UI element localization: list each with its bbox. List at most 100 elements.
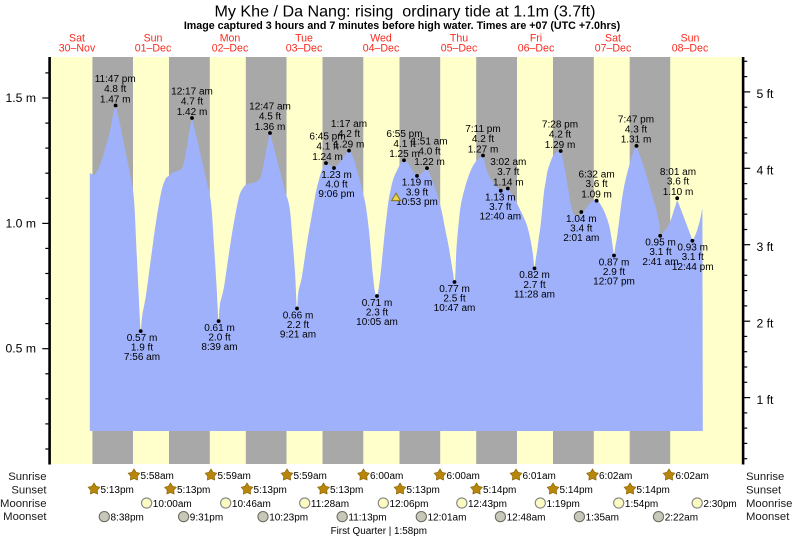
svg-text:0.61 m: 0.61 m (204, 323, 235, 334)
svg-text:30–Nov: 30–Nov (59, 42, 96, 54)
svg-text:Tue: Tue (295, 32, 313, 44)
svg-text:Thu: Thu (450, 32, 468, 44)
svg-text:5:13pm: 5:13pm (407, 485, 440, 496)
svg-text:1 ft: 1 ft (757, 393, 775, 407)
svg-text:Sunrise: Sunrise (8, 471, 46, 483)
svg-text:7:47 pm: 7:47 pm (618, 115, 654, 126)
svg-text:1.19 m: 1.19 m (402, 178, 433, 189)
svg-text:1:17 am: 1:17 am (331, 119, 367, 130)
svg-text:4 ft: 4 ft (757, 164, 775, 178)
svg-text:My Khe / Da Nang: rising ordi: My Khe / Da Nang: rising ordinary tide a… (214, 3, 595, 21)
svg-text:5:58am: 5:58am (141, 471, 174, 482)
svg-text:1.10 m: 1.10 m (663, 187, 694, 198)
svg-text:0.82 m: 0.82 m (519, 270, 550, 281)
svg-text:3.9 ft: 3.9 ft (406, 187, 428, 198)
svg-text:5:14pm: 5:14pm (483, 485, 516, 496)
svg-text:2:41 am: 2:41 am (642, 257, 678, 268)
svg-text:Sunrise: Sunrise (746, 471, 784, 483)
svg-text:2.0 ft: 2.0 ft (208, 333, 230, 344)
svg-text:10:53 pm: 10:53 pm (396, 197, 438, 208)
svg-text:5:59am: 5:59am (294, 471, 327, 482)
svg-text:3.1 ft: 3.1 ft (682, 252, 704, 263)
svg-text:06–Dec: 06–Dec (518, 42, 555, 54)
svg-text:0.93 m: 0.93 m (677, 243, 708, 254)
svg-text:2:01 am: 2:01 am (563, 233, 599, 244)
svg-text:1.9 ft: 1.9 ft (131, 343, 153, 354)
svg-text:3.4 ft: 3.4 ft (570, 223, 592, 234)
svg-text:Sunset: Sunset (11, 484, 47, 496)
svg-text:08–Dec: 08–Dec (672, 42, 709, 54)
svg-text:04–Dec: 04–Dec (363, 42, 400, 54)
svg-text:1.09 m: 1.09 m (581, 190, 612, 201)
svg-text:6:00am: 6:00am (447, 471, 480, 482)
svg-text:6:45 pm: 6:45 pm (309, 132, 345, 143)
svg-text:9:21 am: 9:21 am (280, 330, 316, 341)
svg-text:6:32 am: 6:32 am (579, 169, 615, 180)
svg-text:7:28 pm: 7:28 pm (542, 120, 578, 131)
svg-text:3.1 ft: 3.1 ft (649, 247, 671, 258)
svg-text:1:35am: 1:35am (586, 513, 619, 524)
svg-text:12:47 am: 12:47 am (249, 102, 291, 113)
svg-text:11:28 am: 11:28 am (514, 289, 555, 300)
svg-text:6:55 pm: 6:55 pm (386, 129, 422, 140)
svg-text:Moonset: Moonset (746, 511, 790, 523)
svg-text:0.77 m: 0.77 m (439, 284, 470, 295)
svg-text:10:23pm: 10:23pm (269, 513, 308, 524)
svg-text:Moonrise: Moonrise (746, 498, 792, 510)
svg-text:4.1 ft: 4.1 ft (316, 142, 338, 153)
svg-text:10:05 am: 10:05 am (356, 317, 398, 328)
svg-text:Sun: Sun (681, 32, 700, 44)
svg-text:8:39 am: 8:39 am (201, 342, 237, 353)
svg-text:Wed: Wed (370, 32, 392, 44)
svg-text:2:30pm: 2:30pm (703, 499, 736, 510)
svg-text:Fri: Fri (530, 32, 542, 44)
svg-text:02–Dec: 02–Dec (212, 42, 249, 54)
svg-text:10:47 am: 10:47 am (434, 303, 476, 314)
svg-text:4.7 ft: 4.7 ft (181, 97, 203, 108)
svg-text:First Quarter | 1:58pm: First Quarter | 1:58pm (331, 526, 427, 537)
svg-text:5:59am: 5:59am (218, 471, 251, 482)
svg-text:3.6 ft: 3.6 ft (585, 179, 607, 190)
svg-text:3:02 am: 3:02 am (490, 157, 526, 168)
svg-text:3.6 ft: 3.6 ft (667, 177, 689, 188)
svg-text:2:22am: 2:22am (665, 513, 698, 524)
svg-text:4.8 ft: 4.8 ft (104, 84, 126, 95)
svg-text:5:14pm: 5:14pm (637, 485, 670, 496)
svg-text:Sat: Sat (69, 32, 85, 44)
svg-text:4.0 ft: 4.0 ft (325, 179, 347, 190)
svg-text:12:01am: 12:01am (428, 513, 467, 524)
svg-text:6:02am: 6:02am (676, 471, 709, 482)
svg-text:12:44 pm: 12:44 pm (672, 262, 714, 273)
svg-text:8:01 am: 8:01 am (660, 167, 696, 178)
svg-text:3.7 ft: 3.7 ft (489, 202, 511, 213)
svg-text:10:00am: 10:00am (153, 499, 192, 510)
svg-text:1:51 am: 1:51 am (411, 137, 447, 148)
svg-text:2.7 ft: 2.7 ft (523, 280, 545, 291)
svg-text:4.0 ft: 4.0 ft (418, 147, 440, 158)
svg-text:3.7 ft: 3.7 ft (497, 167, 519, 178)
svg-text:2 ft: 2 ft (757, 316, 775, 330)
svg-text:0.95 m: 0.95 m (645, 238, 676, 249)
svg-text:6:00am: 6:00am (370, 471, 403, 482)
svg-text:12:40 am: 12:40 am (479, 212, 521, 223)
svg-text:6:01am: 6:01am (523, 471, 556, 482)
svg-text:0.71 m: 0.71 m (362, 298, 393, 309)
svg-text:5 ft: 5 ft (757, 87, 775, 101)
svg-text:2.5 ft: 2.5 ft (443, 293, 465, 304)
svg-text:12:17 am: 12:17 am (171, 87, 213, 98)
svg-text:5:13pm: 5:13pm (330, 485, 363, 496)
svg-text:1.22 m: 1.22 m (414, 157, 445, 168)
svg-text:5:13pm: 5:13pm (177, 485, 210, 496)
svg-text:1.27 m: 1.27 m (468, 144, 499, 155)
svg-text:12:43pm: 12:43pm (468, 499, 507, 510)
svg-text:1.36 m: 1.36 m (255, 122, 286, 133)
svg-text:1.47 m: 1.47 m (100, 94, 131, 105)
svg-text:6:02am: 6:02am (599, 471, 632, 482)
svg-text:8:38pm: 8:38pm (111, 513, 144, 524)
svg-text:4.2 ft: 4.2 ft (549, 130, 571, 141)
svg-text:1.23 m: 1.23 m (321, 170, 352, 181)
svg-text:2.2 ft: 2.2 ft (287, 320, 309, 331)
svg-text:4.1 ft: 4.1 ft (393, 139, 415, 150)
svg-text:1.31 m: 1.31 m (621, 135, 652, 146)
svg-text:Moonrise: Moonrise (0, 498, 46, 510)
